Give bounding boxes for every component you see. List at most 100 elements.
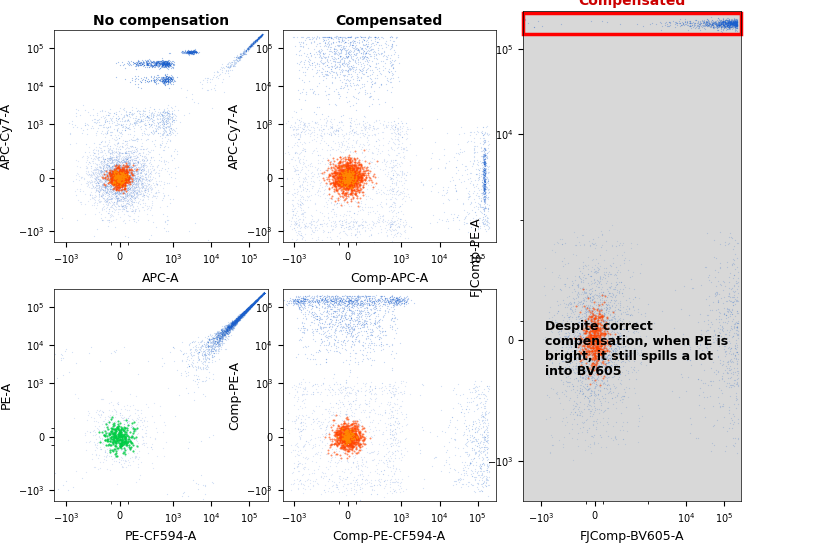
Point [241, 44, 254, 53]
Point [94, 214, 107, 223]
Point [222, 323, 236, 332]
Point [104, 185, 118, 194]
Point [110, 196, 124, 205]
Point [476, 170, 489, 179]
Point [730, 19, 743, 28]
Point [329, 313, 342, 322]
Point [118, 166, 131, 175]
Point [350, 306, 364, 315]
Point [257, 289, 270, 298]
Point [240, 305, 253, 314]
Point [577, 350, 590, 359]
Point [360, 36, 374, 45]
Point [238, 310, 252, 319]
Point [101, 195, 115, 203]
Point [728, 439, 742, 447]
Point [110, 173, 123, 182]
Point [124, 142, 137, 150]
Point [100, 185, 114, 193]
Point [326, 418, 339, 426]
Point [547, 385, 560, 394]
Point [135, 61, 148, 69]
Point [304, 390, 318, 399]
Point [254, 31, 268, 40]
Point [331, 178, 344, 187]
Point [591, 305, 604, 314]
Point [341, 322, 354, 331]
Point [587, 317, 600, 326]
Point [145, 192, 159, 201]
Point [339, 426, 352, 435]
Point [196, 363, 210, 371]
Point [254, 31, 268, 40]
Point [359, 170, 373, 179]
Point [691, 21, 705, 30]
Point [344, 436, 357, 445]
Point [103, 175, 116, 183]
Point [348, 420, 361, 429]
Point [157, 59, 171, 68]
Point [138, 56, 151, 65]
Point [351, 425, 364, 434]
Point [237, 309, 250, 317]
Point [115, 163, 129, 172]
Point [727, 381, 741, 390]
Point [117, 171, 130, 180]
Point [248, 296, 262, 305]
Point [221, 324, 234, 333]
Point [111, 183, 125, 192]
Point [107, 165, 120, 174]
Point [392, 183, 405, 192]
Point [161, 58, 175, 67]
Point [591, 345, 604, 354]
Point [477, 165, 491, 174]
Point [96, 165, 110, 174]
Point [345, 42, 359, 51]
Point [478, 171, 492, 180]
Point [330, 171, 344, 180]
Point [106, 150, 120, 159]
Point [388, 485, 401, 494]
Point [308, 315, 321, 324]
Point [729, 18, 742, 27]
Point [723, 19, 737, 28]
Point [723, 306, 737, 315]
Point [477, 133, 491, 142]
Point [731, 279, 744, 288]
Point [159, 117, 172, 126]
Point [256, 290, 269, 299]
Point [228, 320, 242, 328]
Point [116, 105, 130, 114]
Point [344, 341, 358, 350]
Point [245, 300, 258, 309]
Point [150, 58, 164, 67]
Point [318, 49, 331, 58]
Point [127, 165, 140, 174]
Point [349, 445, 363, 453]
Point [386, 426, 400, 435]
Point [318, 166, 331, 175]
Point [220, 322, 233, 331]
Point [216, 325, 229, 334]
Point [342, 430, 355, 439]
Point [320, 128, 334, 137]
Point [161, 74, 175, 83]
Point [244, 301, 257, 310]
Point [169, 504, 182, 512]
Point [239, 307, 252, 316]
Point [221, 324, 234, 333]
Point [154, 57, 167, 66]
Point [246, 39, 259, 47]
Point [140, 181, 154, 190]
Point [634, 268, 647, 277]
Point [244, 301, 257, 310]
Point [338, 166, 351, 175]
Point [96, 180, 110, 188]
Point [256, 30, 269, 39]
Point [124, 172, 137, 181]
Point [128, 167, 141, 176]
Point [579, 326, 592, 334]
Point [584, 372, 598, 381]
Point [341, 445, 354, 454]
Point [239, 305, 252, 314]
